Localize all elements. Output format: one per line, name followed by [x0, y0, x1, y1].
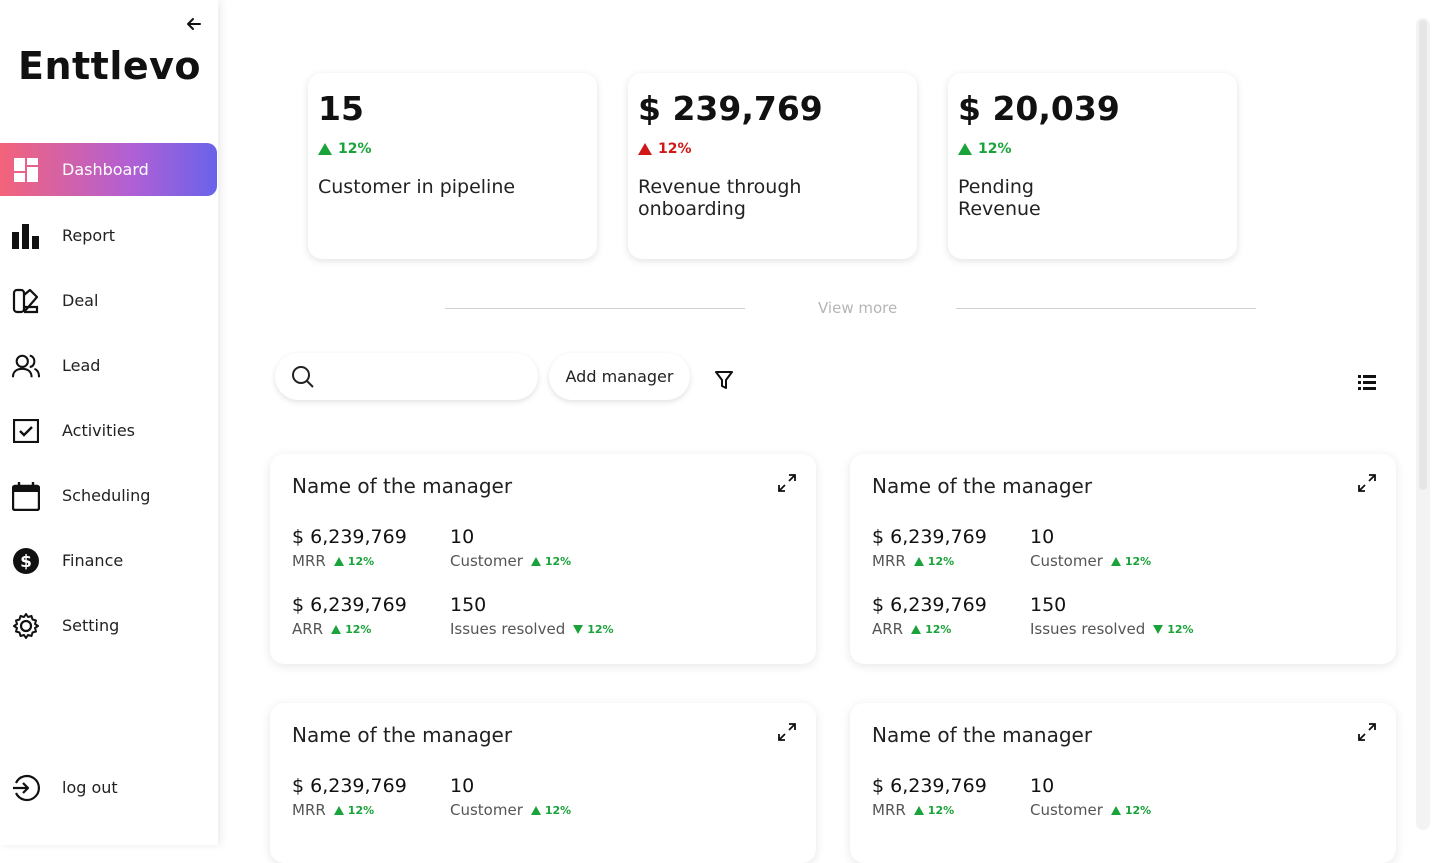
manager-name: Name of the manager [872, 723, 1093, 747]
arrow-down-icon [1153, 624, 1164, 634]
manager-name: Name of the manager [872, 474, 1093, 498]
sidebar-item-lead[interactable]: Lead [0, 339, 217, 392]
sidebar-item-label: Report [62, 226, 116, 245]
stat-value: $ 239,769 [638, 89, 823, 128]
scrollbar-thumb[interactable] [1419, 20, 1427, 490]
sidebar: Enttlevo Dashboard Report Deal Lead Acti… [0, 0, 218, 845]
stat-label: Customer in pipeline [318, 176, 516, 199]
stat-value: $ 20,039 [958, 89, 1120, 128]
list-view-icon[interactable] [1358, 375, 1376, 391]
svg-text:$: $ [20, 552, 32, 572]
stat-change: 12% [318, 141, 587, 157]
arrow-up-icon [1110, 805, 1121, 815]
metric-customers: 10 Customer 12% [1030, 526, 1152, 570]
gear-icon [12, 612, 40, 640]
sidebar-item-label: Deal [62, 291, 99, 310]
manager-card[interactable]: Name of the manager $ 6,239,769 MRR 12% 1… [270, 703, 816, 863]
arrow-up-icon [958, 143, 972, 156]
arrow-up-icon [530, 556, 541, 566]
logout-label: log out [62, 778, 118, 797]
sidebar-item-label: Finance [62, 551, 124, 570]
stat-change: 12% [958, 141, 1227, 157]
sidebar-item-label: Dashboard [62, 160, 149, 179]
sidebar-item-deal[interactable]: Deal [0, 274, 217, 327]
arrow-up-icon [913, 805, 924, 815]
expand-icon[interactable] [1358, 474, 1376, 492]
manager-name: Name of the manager [292, 474, 513, 498]
arrow-up-icon [911, 624, 922, 634]
metric-issues: 150 Issues resolved 12% [450, 594, 614, 638]
search-bar[interactable] [275, 353, 538, 400]
arrow-up-icon [318, 143, 332, 156]
divider-right [956, 308, 1256, 309]
sidebar-item-finance[interactable]: $ Finance [0, 534, 217, 587]
logout-button[interactable]: log out [0, 761, 217, 814]
arrow-up-icon [333, 556, 344, 566]
manager-name: Name of the manager [292, 723, 513, 747]
metric-arr: $ 6,239,769 ARR 12% [292, 594, 407, 638]
arrow-up-icon [331, 624, 342, 634]
metric-mrr: $ 6,239,769 MRR 12% [872, 526, 987, 570]
metric-arr: $ 6,239,769 ARR 12% [872, 594, 987, 638]
metric-customers: 10 Customer 12% [1030, 775, 1152, 819]
arrow-up-icon [333, 805, 344, 815]
sidebar-item-setting[interactable]: Setting [0, 599, 217, 652]
stat-card-pending: $ 20,039 12% Pending Revenue [948, 73, 1237, 259]
stat-value: 15 [318, 89, 364, 128]
arrow-down-icon [573, 624, 584, 634]
expand-icon[interactable] [778, 474, 796, 492]
app-logo: Enttlevo [18, 44, 202, 88]
manager-card[interactable]: Name of the manager $ 6,239,769 MRR 12% 1… [270, 454, 816, 664]
sidebar-item-scheduling[interactable]: Scheduling [0, 469, 217, 522]
filter-icon[interactable] [714, 370, 734, 390]
view-more-link[interactable]: View more [818, 299, 898, 317]
metric-issues: 150 Issues resolved 12% [1030, 594, 1194, 638]
sidebar-item-label: Scheduling [62, 486, 151, 505]
metric-mrr: $ 6,239,769 MRR 12% [292, 526, 407, 570]
scrollbar[interactable] [1416, 18, 1430, 830]
deal-icon [12, 287, 40, 315]
manager-card[interactable]: Name of the manager $ 6,239,769 MRR 12% 1… [850, 703, 1396, 863]
sidebar-item-dashboard[interactable]: Dashboard [0, 143, 217, 196]
divider-left [445, 308, 745, 309]
bar-chart-icon [12, 222, 40, 250]
users-icon [12, 352, 40, 380]
sidebar-item-label: Setting [62, 616, 120, 635]
checkbox-icon [12, 417, 40, 445]
stat-change: 12% [638, 141, 907, 157]
arrow-up-icon [1110, 556, 1121, 566]
sidebar-item-label: Lead [62, 356, 101, 375]
logout-icon [12, 774, 40, 802]
dollar-icon: $ [12, 547, 40, 575]
metric-customers: 10 Customer 12% [450, 526, 572, 570]
search-icon [292, 365, 314, 388]
expand-icon[interactable] [778, 723, 796, 741]
metric-customers: 10 Customer 12% [450, 775, 572, 819]
stat-label: Pending Revenue [958, 176, 1041, 221]
search-input[interactable] [325, 367, 525, 386]
back-arrow-icon[interactable] [184, 14, 204, 34]
sidebar-item-label: Activities [62, 421, 135, 440]
expand-icon[interactable] [1358, 723, 1376, 741]
calendar-icon [12, 481, 40, 511]
stat-label: Revenue through onboarding [638, 176, 802, 221]
stat-card-customers: 15 12% Customer in pipeline [308, 73, 597, 259]
arrow-up-icon [913, 556, 924, 566]
add-manager-button[interactable]: Add manager [549, 353, 690, 400]
sidebar-item-activities[interactable]: Activities [0, 404, 217, 457]
dashboard-icon [12, 156, 40, 184]
arrow-up-icon [530, 805, 541, 815]
manager-card[interactable]: Name of the manager $ 6,239,769 MRR 12% 1… [850, 454, 1396, 664]
metric-mrr: $ 6,239,769 MRR 12% [292, 775, 407, 819]
metric-mrr: $ 6,239,769 MRR 12% [872, 775, 987, 819]
stat-card-revenue: $ 239,769 12% Revenue through onboarding [628, 73, 917, 259]
sidebar-item-report[interactable]: Report [0, 209, 217, 262]
arrow-up-icon [638, 143, 652, 156]
